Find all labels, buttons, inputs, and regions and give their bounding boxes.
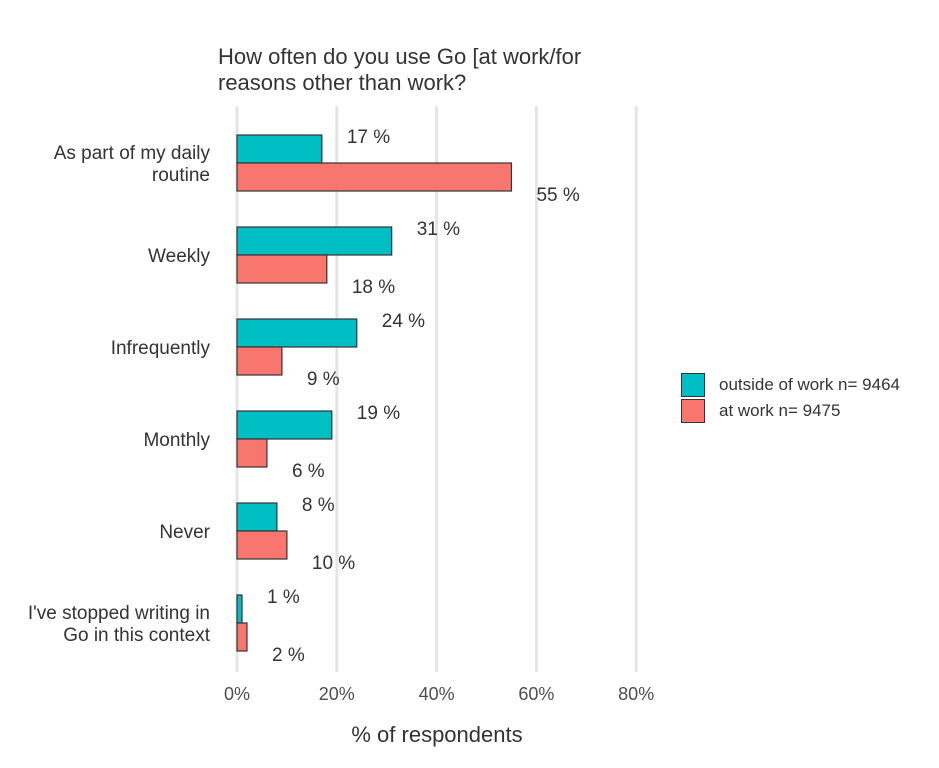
data-label: 1 % xyxy=(267,587,300,608)
data-label: 55 % xyxy=(536,185,579,206)
bar xyxy=(236,346,283,376)
data-label: 6 % xyxy=(292,461,325,482)
category-label: As part of my daily routine xyxy=(54,143,211,186)
legend-label: outside of work n= 9464 xyxy=(719,375,900,394)
category-label: Infrequently xyxy=(111,338,211,359)
category-label: Never xyxy=(159,522,210,543)
x-axis-label: % of respondents xyxy=(351,722,523,747)
chart-title: How often do you use Go [at work/for rea… xyxy=(218,44,658,96)
category-label: Monthly xyxy=(143,430,210,451)
legend-label: at work n= 9475 xyxy=(719,401,841,420)
bar xyxy=(236,502,278,532)
data-label: 17 % xyxy=(347,127,390,148)
x-tick-label: 20% xyxy=(319,684,355,704)
data-label: 2 % xyxy=(272,645,305,666)
bar xyxy=(236,318,358,348)
bar xyxy=(236,226,393,256)
data-label: 9 % xyxy=(307,369,340,390)
bar xyxy=(236,162,513,192)
data-label: 19 % xyxy=(357,403,400,424)
grid-lines xyxy=(235,106,638,672)
category-label: Weekly xyxy=(148,246,210,267)
chart-title-line: reasons other than work? xyxy=(218,70,467,95)
legend: outside of work n= 9464 at work n= 9475 xyxy=(681,372,900,424)
bar xyxy=(236,530,288,560)
x-tick-labels: 0% 20% 40% 60% 80% xyxy=(224,684,654,704)
value-labels: 17 % 55 % 31 % 18 % 24 % 9 % 19 % 6 % 8 % 10 % 1 %… xyxy=(267,127,580,666)
bar xyxy=(236,254,328,284)
x-tick-label: 0% xyxy=(224,684,250,704)
legend-item: outside of work n= 9464 xyxy=(681,372,900,398)
data-label: 10 % xyxy=(312,553,355,574)
x-tick-label: 80% xyxy=(618,684,654,704)
bars xyxy=(236,134,513,652)
bar xyxy=(236,622,248,652)
chart-title-line: How often do you use Go [at work/for xyxy=(218,44,582,69)
bar xyxy=(236,134,323,164)
category-label: I've stopped writing in Go in this contex… xyxy=(28,603,211,646)
data-label: 24 % xyxy=(382,311,425,332)
data-label: 8 % xyxy=(302,495,335,516)
category-labels: As part of my daily routine Weekly Infreque… xyxy=(28,143,211,646)
x-tick-label: 60% xyxy=(518,684,554,704)
bar xyxy=(236,410,333,440)
legend-item: at work n= 9475 xyxy=(681,398,900,424)
bar xyxy=(236,594,243,624)
data-label: 18 % xyxy=(352,277,395,298)
x-tick-label: 40% xyxy=(419,684,455,704)
legend-swatch xyxy=(681,373,705,397)
data-label: 31 % xyxy=(417,219,460,240)
bar xyxy=(236,438,268,468)
legend-swatch xyxy=(681,399,705,423)
